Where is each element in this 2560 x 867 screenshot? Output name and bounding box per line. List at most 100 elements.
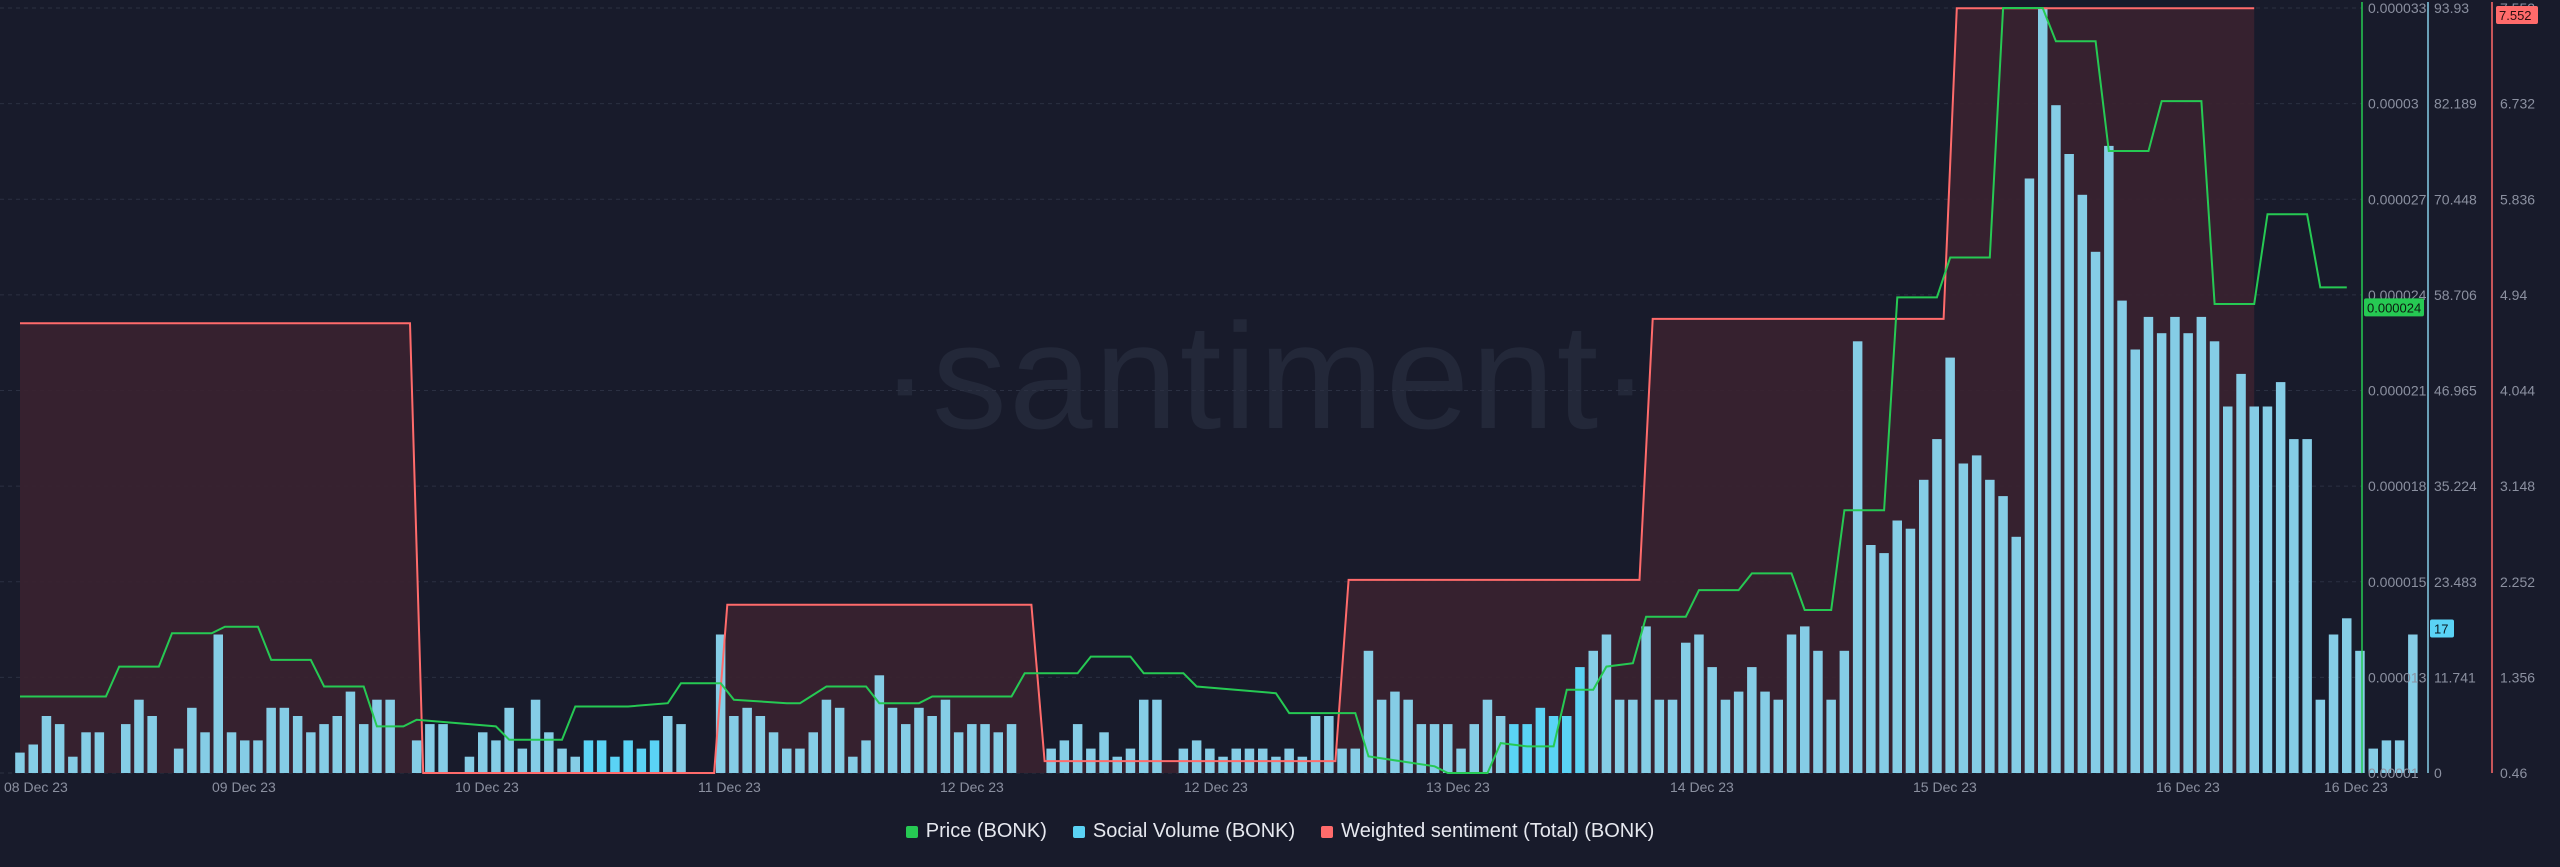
social-volume-bar [980,724,990,773]
social-volume-bar [1363,650,1374,773]
sentiment-tick-labels: 7.552 6.732 5.836 4.94 4.044 3.148 2.252 1.356 0… [2500,0,2535,781]
social-volume-bar [2090,251,2101,774]
social-volume-bar [1271,756,1281,773]
social-volume-bar [887,707,898,773]
sentiment-swatch-icon [1321,825,1334,838]
social-volume-bar [1006,724,1017,773]
social-volume-bar [583,740,594,773]
x-tick-label: 09 Dec 23 [212,779,276,795]
x-tick-label: 16 Dec 23 [2324,779,2388,795]
social-volume-bar [332,716,342,773]
social-volume-bar [808,732,818,773]
x-tick-labels: 08 Dec 23 09 Dec 23 10 Dec 23 11 Dec 23 12 D… [4,779,2388,795]
legend-item-price[interactable]: Price (BONK) [905,820,1047,843]
social-volume-bar [1826,699,1836,773]
social-volume-bar [1429,724,1440,773]
social-volume-bar [187,707,197,773]
social-tick-label: 0 [2434,765,2442,781]
social-volume-bar [345,691,356,773]
social-volume-bar [795,748,805,773]
social-volume-bar [1456,748,1466,773]
social-volume-bar [28,744,38,773]
legend-item-sentiment[interactable]: Weighted sentiment (Total) (BONK) [1321,820,1654,843]
legend-item-social-volume[interactable]: Social Volume (BONK) [1072,820,1295,843]
social-volume-bar [2156,333,2167,773]
social-volume-bar [306,732,316,773]
social-volume-bar [2394,740,2405,773]
social-volume-bar [874,675,885,773]
social-volume-bar [478,732,488,773]
social-volume-bar [1998,496,2008,773]
social-volume-bars [15,7,2418,774]
price-swatch-icon [905,825,918,838]
price-current-badge [2364,298,2424,317]
price-tick-label: 0.00001 [2368,765,2419,781]
social-volume-bar [1905,528,1916,773]
social-volume-bar [1747,667,1757,773]
social-volume-bar [1800,626,1810,773]
social-volume-bar [927,716,937,773]
social-volume-bar [1773,699,1783,773]
social-volume-bar [596,740,607,773]
social-volume-bar [1324,716,1334,773]
social-volume-bar [226,732,237,773]
social-volume-bar [1588,650,1598,773]
social-volume-bar [1112,756,1122,773]
social-volume-bar [1760,691,1770,773]
social-tick-labels: 93.93 82.189 70.448 58.706 46.965 35.224 23.48… [2434,0,2477,781]
social-volume-bar [2328,634,2339,773]
x-tick-label: 14 Dec 23 [1670,779,1734,795]
social-volume-bar [715,634,726,773]
social-volume-bar [2355,650,2365,773]
social-current-badge [2430,619,2454,638]
legend: Price (BONK) Social Volume (BONK) Weight… [0,820,2560,843]
social-volume-bar [2223,406,2233,773]
social-volume-bar [54,724,65,773]
social-volume-bar [94,732,105,773]
social-volume-bar [2104,145,2114,773]
price-tick-label: 0.000033 [2368,0,2427,16]
social-volume-bar [68,756,78,773]
price-tick-label: 0.000015 [2368,574,2427,590]
social-volume-bar [2024,178,2035,773]
social-volume-bar [2209,341,2220,773]
social-volume-bar [2262,406,2273,773]
social-volume-bar [1720,699,1731,773]
x-tick-label: 15 Dec 23 [1913,779,1977,795]
sentiment-tick-label: 3.148 [2500,478,2535,494]
social-volume-bar [848,756,858,773]
social-volume-bar [15,752,25,773]
social-volume-bar [610,756,620,773]
social-volume-bar [2249,406,2259,773]
social-volume-bar [1297,756,1308,773]
price-tick-label: 0.000013 [2368,669,2427,685]
social-volume-bar [1416,724,1427,773]
sentiment-tick-label: 6.732 [2500,96,2535,112]
social-volume-bar [81,732,91,773]
social-volume-bar [2289,439,2299,773]
social-tick-label: 70.448 [2434,191,2477,207]
social-volume-bar [2011,536,2021,773]
price-tick-label: 0.000027 [2368,191,2427,207]
social-volume-bar [1350,748,1360,773]
social-tick-label: 82.189 [2434,96,2477,112]
social-volume-bar [1892,520,1902,773]
social-volume-bar [491,740,501,773]
social-volume-bar [134,699,144,773]
social-volume-bar [967,724,977,773]
social-volume-bar [1099,732,1109,773]
social-volume-bar [1575,667,1585,773]
social-volume-bar [755,716,766,773]
social-tick-label: 46.965 [2434,383,2477,399]
sentiment-tick-label: 5.836 [2500,191,2535,207]
social-volume-bar [663,716,673,773]
social-volume-bar [821,699,832,773]
social-volume-bar [385,699,395,773]
social-volume-bar [1733,691,1744,773]
social-volume-bar [1139,699,1149,773]
social-volume-bar [1509,724,1519,773]
social-volume-bar [1813,650,1823,773]
social-volume-bar [425,724,435,773]
